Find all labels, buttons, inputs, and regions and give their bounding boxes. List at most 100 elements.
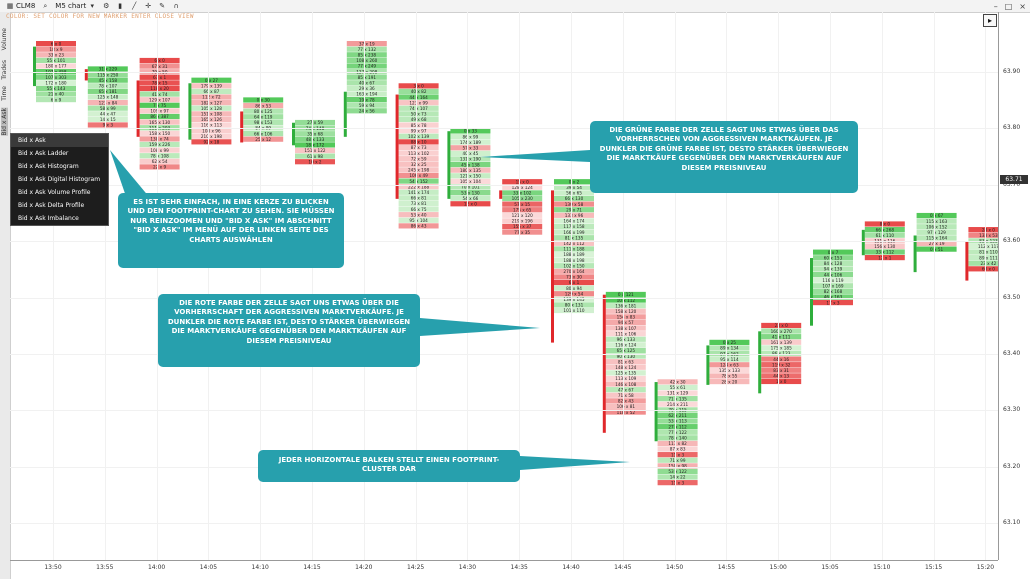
footprint-cell-label: 222 x 188 xyxy=(408,184,429,189)
footprint-cell xyxy=(346,46,387,52)
crosshair-button[interactable]: ✛ xyxy=(144,1,152,10)
menu-item-bid-x-ask[interactable]: Bid x Ask xyxy=(11,134,108,147)
footprint-cell-label: 161 x 139 xyxy=(771,340,792,345)
play-button[interactable]: ▸ xyxy=(983,14,997,27)
candle-body xyxy=(33,46,36,87)
time-axis[interactable]: 13:50 13:55 14:00 14:05 14:10 14:15 14:20 14:25… xyxy=(10,560,998,580)
footprint-cell-label: 133 x 53 xyxy=(979,233,998,238)
footprint-cell-label: 45 x 158 xyxy=(99,78,118,83)
footprint-cell-label: 41 x 74 xyxy=(152,92,168,97)
footprint-cell-label: 28 x 0 xyxy=(982,227,995,232)
footprint-cell-label: 24 x 56 xyxy=(359,108,375,113)
footprint-cell-label: 44 x 164 xyxy=(409,95,428,100)
footprint-cell xyxy=(450,173,491,179)
candle-button[interactable]: ▮ xyxy=(116,2,124,10)
footprint-cell xyxy=(87,88,128,94)
menu-item-volume-profile[interactable]: Bid x Ask Volume Profile xyxy=(18,189,91,196)
grid-line-vertical xyxy=(467,12,469,560)
footprint-cell xyxy=(554,223,594,230)
footprint-chart-area[interactable]: 6 x 0 18 x 9 33 x 23 55 x 101 180 x 177 107 x… xyxy=(10,12,998,560)
footprint-cell-label: 73 x 81 xyxy=(411,201,427,206)
symbol-selector[interactable]: ▦ CLM8 xyxy=(6,2,36,10)
maximize-icon[interactable]: □ xyxy=(1004,1,1013,11)
minimize-icon[interactable]: – xyxy=(993,1,998,11)
footprint-cell-label: 77 x 132 xyxy=(358,47,377,52)
footprint-cell xyxy=(554,240,594,246)
footprint-cell-label: 62 x 54 xyxy=(152,159,168,164)
chart-settings-icon: ⚙ xyxy=(103,1,110,10)
footprint-cell xyxy=(813,271,853,278)
footprint-cell xyxy=(502,223,543,230)
pointer-green xyxy=(480,150,590,162)
time-tick-label: 15:10 xyxy=(873,564,891,571)
footprint-cell-label: 70 x 101 xyxy=(461,185,480,190)
footprint-cell xyxy=(87,99,128,106)
footprint-cell xyxy=(968,238,998,244)
menu-item-delta-profile[interactable]: Bid x Ask Delta Profile xyxy=(18,202,85,209)
magnet-button[interactable]: ∩ xyxy=(172,2,180,10)
footprint-cell xyxy=(916,218,957,224)
line-tool-button[interactable]: ╱ xyxy=(130,1,138,10)
footprint-cell-label: 10 x 2 xyxy=(308,159,321,164)
footprint-cell xyxy=(243,102,284,109)
footprint-cell xyxy=(813,288,853,294)
footprint-cell xyxy=(450,201,491,207)
footprint-cell xyxy=(502,218,543,224)
footprint-cell-label: 156 x 130 xyxy=(874,244,895,249)
menu-item-ladder[interactable]: Bid x Ask Ladder xyxy=(18,150,69,157)
grid-line-horizontal xyxy=(10,128,998,130)
footprint-cell xyxy=(864,238,905,244)
footprint-cell-label: 121 x 120 xyxy=(512,213,533,218)
footprint-cell-label: 66 x 130 xyxy=(565,196,584,201)
chart-type-selector[interactable]: M5 chart ▾ xyxy=(55,2,96,10)
menu-item-imbalance[interactable]: Bid x Ask Imbalance xyxy=(18,215,79,222)
callout-green-cells: Die grüne Farbe der Zelle sagt uns etwas… xyxy=(590,121,858,193)
search-button[interactable]: ⌕ xyxy=(41,2,49,10)
line-tool-icon: ╱ xyxy=(132,1,137,10)
footprint-cell xyxy=(605,364,646,370)
close-icon[interactable]: × xyxy=(1019,1,1026,11)
footprint-cell xyxy=(657,429,698,435)
footprint-cell-label: 96 x 133 xyxy=(617,337,636,342)
footprint-cell-label: 136 x 181 xyxy=(615,303,636,308)
crosshair-icon: ✛ xyxy=(145,1,152,10)
pen-button[interactable]: ✎ xyxy=(158,2,166,10)
footprint-cell xyxy=(191,100,232,106)
grid-line-vertical xyxy=(881,12,883,560)
price-axis[interactable]: 63.90 63.80 63.70 63.60 63.50 63.40 63.30 63.20… xyxy=(998,12,1030,560)
footprint-cell-label: 117 x 158 xyxy=(563,224,584,229)
footprint-cell xyxy=(139,74,180,80)
grid-line-vertical xyxy=(933,12,935,560)
menu-item-histogram[interactable]: Bid x Ask Histogram xyxy=(18,163,79,170)
footprint-cell xyxy=(243,125,284,131)
grid-line-horizontal xyxy=(10,523,998,524)
footprint-cell-label: 88 x 10 xyxy=(411,140,427,145)
candle-body xyxy=(499,190,503,199)
grid-line-vertical xyxy=(519,12,521,560)
footprint-cell-label: 115 x 164 xyxy=(926,236,947,241)
chart-settings-button[interactable]: ⚙ xyxy=(102,1,110,10)
footprint-cell xyxy=(139,97,180,103)
menu-item-digital-histogram[interactable]: Bid x Ask Digital Histogram xyxy=(18,176,101,183)
footprint-cell xyxy=(554,218,594,224)
footprint-cell-label: 0 x 2 xyxy=(569,179,580,184)
